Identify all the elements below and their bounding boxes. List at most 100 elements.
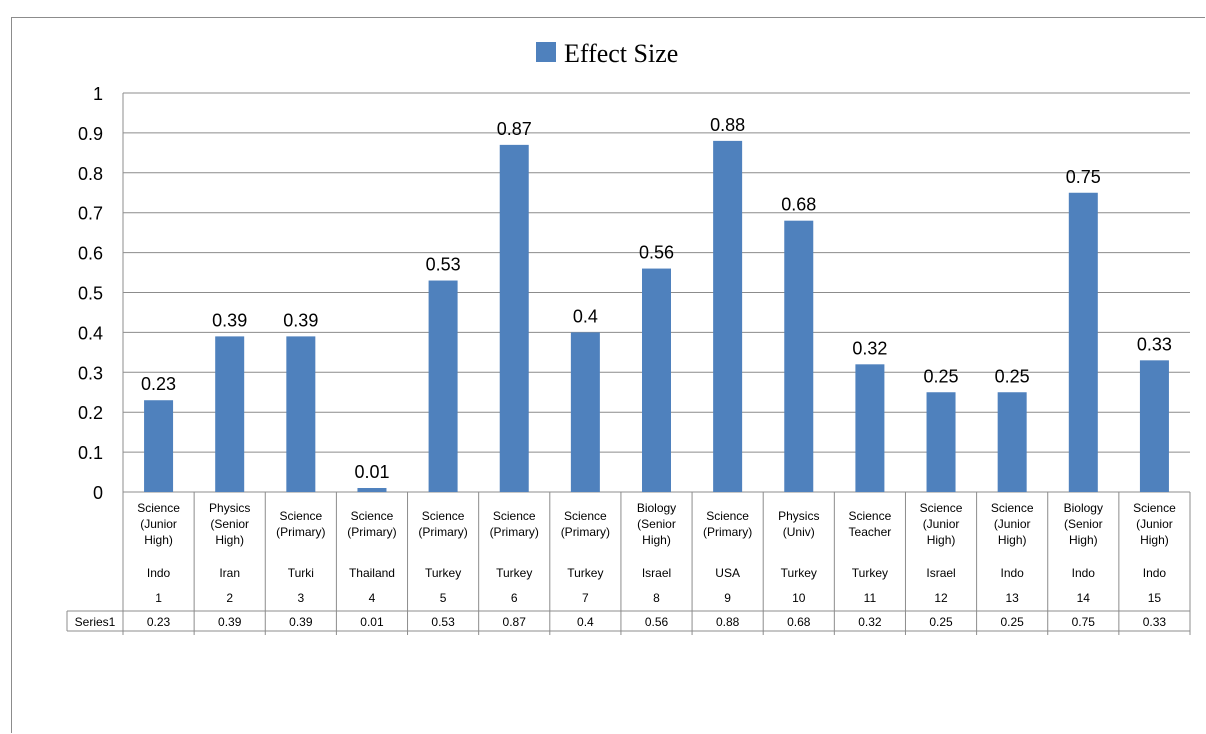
category-number-label: 3 bbox=[297, 591, 304, 605]
bar bbox=[855, 364, 885, 492]
data-label: 0.4 bbox=[573, 306, 598, 326]
bar bbox=[642, 268, 671, 492]
data-label: 0.68 bbox=[781, 195, 816, 215]
category-country-label: Turkey bbox=[496, 566, 532, 580]
category-subject-label: High) bbox=[642, 533, 671, 547]
category-country-label: Iran bbox=[219, 566, 240, 580]
bar bbox=[570, 332, 600, 492]
category-subject-label: (Univ) bbox=[783, 525, 815, 539]
category-subject-label: High) bbox=[144, 533, 173, 547]
bar bbox=[926, 392, 956, 492]
data-label: 0.25 bbox=[924, 366, 959, 386]
data-label: 0.23 bbox=[141, 374, 176, 394]
y-tick-label: 0.3 bbox=[78, 363, 103, 383]
category-country-label: Turkey bbox=[425, 566, 461, 580]
category-subject-label: Science bbox=[279, 509, 322, 523]
category-subject-label: Physics bbox=[209, 501, 250, 515]
category-country-label: Thailand bbox=[349, 566, 395, 580]
data-label: 0.32 bbox=[852, 338, 887, 358]
bar bbox=[286, 336, 316, 492]
category-country-label: Indo bbox=[1072, 566, 1096, 580]
category-subject-label: Biology bbox=[637, 501, 676, 515]
y-tick-label: 0.9 bbox=[78, 124, 103, 144]
data-table-value: 0.75 bbox=[1072, 615, 1096, 629]
category-subject-label: (Junior bbox=[994, 517, 1031, 531]
category-subject-label: Science bbox=[493, 509, 536, 523]
category-country-label: Indo bbox=[147, 566, 171, 580]
bar bbox=[215, 336, 245, 492]
data-label: 0.39 bbox=[283, 310, 318, 330]
category-subject-label: Physics bbox=[778, 509, 819, 523]
category-subject-label: Teacher bbox=[849, 525, 892, 539]
category-subject-label: Science bbox=[137, 501, 180, 515]
data-label: 0.88 bbox=[710, 115, 745, 135]
category-number-label: 6 bbox=[511, 591, 518, 605]
category-subject-label: (Junior bbox=[1136, 517, 1173, 531]
category-subject-label: (Primary) bbox=[490, 525, 539, 539]
category-number-label: 5 bbox=[440, 591, 447, 605]
category-subject-label: (Senior bbox=[1064, 517, 1103, 531]
bar bbox=[713, 140, 743, 492]
chart-frame bbox=[11, 17, 1205, 733]
category-number-label: 8 bbox=[653, 591, 660, 605]
y-tick-label: 0.7 bbox=[78, 204, 103, 224]
category-number-label: 9 bbox=[724, 591, 731, 605]
legend-label: Effect Size bbox=[564, 39, 678, 68]
data-table-value: 0.23 bbox=[147, 615, 171, 629]
data-table-value: 0.01 bbox=[360, 615, 384, 629]
data-table-value: 0.25 bbox=[1000, 615, 1024, 629]
category-subject-label: (Primary) bbox=[418, 525, 467, 539]
category-country-label: Israel bbox=[642, 566, 671, 580]
category-subject-label: (Junior bbox=[140, 517, 177, 531]
category-country-label: Turkey bbox=[852, 566, 888, 580]
category-subject-label: (Primary) bbox=[276, 525, 325, 539]
data-label: 0.25 bbox=[995, 366, 1030, 386]
data-table-value: 0.39 bbox=[218, 615, 242, 629]
category-country-label: USA bbox=[715, 566, 740, 580]
category-country-label: Turkey bbox=[781, 566, 817, 580]
bar bbox=[357, 488, 387, 492]
y-tick-label: 1 bbox=[93, 84, 103, 104]
category-subject-label: (Primary) bbox=[703, 525, 752, 539]
category-number-label: 4 bbox=[369, 591, 376, 605]
data-table-value: 0.4 bbox=[577, 615, 594, 629]
category-subject-label: (Senior bbox=[637, 517, 676, 531]
bar bbox=[428, 280, 458, 492]
category-subject-label: (Primary) bbox=[347, 525, 396, 539]
category-country-label: Turki bbox=[288, 566, 314, 580]
category-subject-label: Biology bbox=[1064, 501, 1103, 515]
data-table-value: 0.53 bbox=[431, 615, 455, 629]
y-tick-label: 0.8 bbox=[78, 164, 103, 184]
category-country-label: Indo bbox=[1143, 566, 1167, 580]
bar bbox=[144, 400, 174, 492]
category-subject-label: Science bbox=[1133, 501, 1176, 515]
legend-swatch bbox=[536, 42, 556, 62]
category-country-label: Indo bbox=[1000, 566, 1024, 580]
category-number-label: 12 bbox=[934, 591, 948, 605]
category-number-label: 7 bbox=[582, 591, 589, 605]
category-subject-label: High) bbox=[998, 533, 1027, 547]
bar bbox=[784, 220, 814, 492]
data-table-value: 0.87 bbox=[503, 615, 527, 629]
category-number-label: 2 bbox=[226, 591, 233, 605]
data-table-value: 0.25 bbox=[929, 615, 953, 629]
category-subject-label: High) bbox=[1069, 533, 1098, 547]
data-label: 0.56 bbox=[639, 243, 674, 263]
data-table-value: 0.68 bbox=[787, 615, 811, 629]
data-label: 0.01 bbox=[354, 462, 389, 482]
data-table-value: 0.39 bbox=[289, 615, 313, 629]
category-number-label: 13 bbox=[1005, 591, 1019, 605]
category-country-label: Turkey bbox=[567, 566, 603, 580]
category-subject-label: Science bbox=[422, 509, 465, 523]
category-subject-label: (Senior bbox=[210, 517, 249, 531]
data-label: 0.53 bbox=[426, 255, 461, 275]
y-tick-label: 0 bbox=[93, 483, 103, 503]
data-table-value: 0.32 bbox=[858, 615, 882, 629]
bar bbox=[499, 144, 529, 492]
data-table-value: 0.88 bbox=[716, 615, 740, 629]
data-label: 0.87 bbox=[497, 119, 532, 139]
category-subject-label: Science bbox=[564, 509, 607, 523]
y-tick-label: 0.4 bbox=[78, 323, 103, 343]
category-number-label: 15 bbox=[1148, 591, 1162, 605]
